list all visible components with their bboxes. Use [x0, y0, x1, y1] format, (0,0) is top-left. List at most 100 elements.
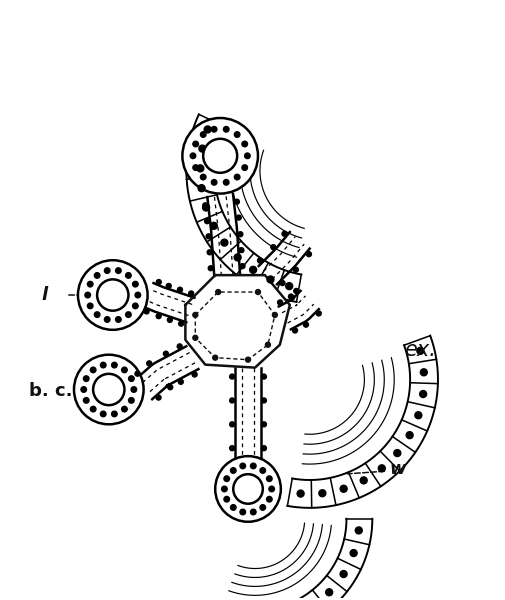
Circle shape	[281, 231, 286, 236]
Circle shape	[178, 321, 183, 326]
Circle shape	[125, 312, 131, 317]
Text: ex.: ex.	[403, 340, 435, 360]
Circle shape	[234, 254, 240, 261]
Circle shape	[277, 300, 282, 305]
Circle shape	[182, 118, 258, 194]
Circle shape	[90, 367, 96, 373]
Circle shape	[135, 292, 140, 298]
Circle shape	[223, 179, 229, 185]
Circle shape	[257, 258, 262, 263]
Circle shape	[233, 474, 262, 504]
Circle shape	[234, 199, 239, 204]
Circle shape	[188, 291, 193, 296]
Circle shape	[325, 589, 332, 596]
Circle shape	[416, 347, 423, 355]
Circle shape	[419, 391, 426, 398]
Circle shape	[360, 477, 367, 484]
Circle shape	[177, 287, 182, 292]
Circle shape	[339, 485, 346, 492]
Circle shape	[163, 351, 168, 356]
Circle shape	[94, 272, 99, 278]
Circle shape	[81, 387, 86, 392]
Circle shape	[156, 395, 161, 400]
Circle shape	[261, 446, 266, 451]
Circle shape	[288, 294, 293, 299]
Circle shape	[203, 139, 237, 173]
Circle shape	[236, 215, 241, 220]
Circle shape	[202, 204, 209, 211]
Circle shape	[239, 263, 244, 269]
Circle shape	[144, 309, 149, 314]
Circle shape	[303, 322, 308, 327]
Circle shape	[196, 165, 204, 172]
Circle shape	[339, 571, 346, 578]
Circle shape	[115, 268, 121, 274]
Circle shape	[156, 280, 161, 284]
Circle shape	[112, 362, 117, 368]
Circle shape	[190, 153, 195, 158]
Circle shape	[78, 260, 147, 330]
Circle shape	[261, 422, 266, 427]
Circle shape	[250, 463, 256, 469]
Circle shape	[230, 505, 236, 510]
Circle shape	[272, 313, 277, 317]
Circle shape	[292, 328, 297, 333]
Circle shape	[223, 127, 229, 132]
Circle shape	[378, 465, 384, 472]
Circle shape	[211, 127, 217, 132]
Circle shape	[241, 141, 247, 147]
Circle shape	[192, 372, 197, 377]
Circle shape	[125, 272, 131, 278]
Text: b. c.: b. c.	[29, 382, 73, 400]
Circle shape	[224, 496, 229, 502]
Circle shape	[100, 411, 106, 417]
Circle shape	[266, 496, 272, 502]
Circle shape	[94, 312, 99, 317]
Circle shape	[238, 248, 243, 253]
Circle shape	[318, 490, 325, 497]
Circle shape	[104, 317, 110, 322]
Circle shape	[197, 185, 205, 191]
Circle shape	[104, 268, 110, 274]
Circle shape	[93, 374, 124, 405]
Circle shape	[250, 509, 256, 515]
Circle shape	[239, 509, 245, 515]
Circle shape	[192, 335, 197, 340]
Circle shape	[293, 289, 298, 293]
Circle shape	[132, 303, 138, 308]
Circle shape	[83, 398, 89, 403]
Circle shape	[261, 374, 266, 379]
Text: w: w	[388, 460, 405, 478]
Circle shape	[203, 203, 208, 208]
Circle shape	[206, 234, 211, 239]
Circle shape	[268, 486, 274, 492]
Circle shape	[178, 379, 183, 384]
Circle shape	[146, 361, 152, 366]
Circle shape	[204, 126, 211, 133]
Text: l: l	[41, 286, 47, 304]
Circle shape	[234, 174, 239, 180]
Circle shape	[224, 476, 229, 481]
Circle shape	[349, 550, 357, 557]
Circle shape	[221, 486, 227, 492]
Circle shape	[245, 357, 250, 362]
Circle shape	[230, 467, 236, 473]
Circle shape	[87, 281, 93, 287]
Circle shape	[285, 283, 292, 290]
Circle shape	[128, 398, 134, 403]
Circle shape	[296, 490, 304, 497]
Circle shape	[221, 239, 227, 246]
Circle shape	[215, 290, 220, 295]
Circle shape	[192, 313, 197, 317]
Circle shape	[279, 281, 284, 286]
Circle shape	[229, 422, 234, 427]
Circle shape	[135, 371, 140, 376]
Circle shape	[208, 266, 213, 271]
Circle shape	[90, 406, 96, 412]
Circle shape	[316, 311, 321, 316]
Circle shape	[97, 280, 128, 311]
Circle shape	[131, 387, 136, 392]
Circle shape	[241, 165, 247, 170]
Circle shape	[265, 342, 270, 347]
Circle shape	[406, 431, 412, 439]
